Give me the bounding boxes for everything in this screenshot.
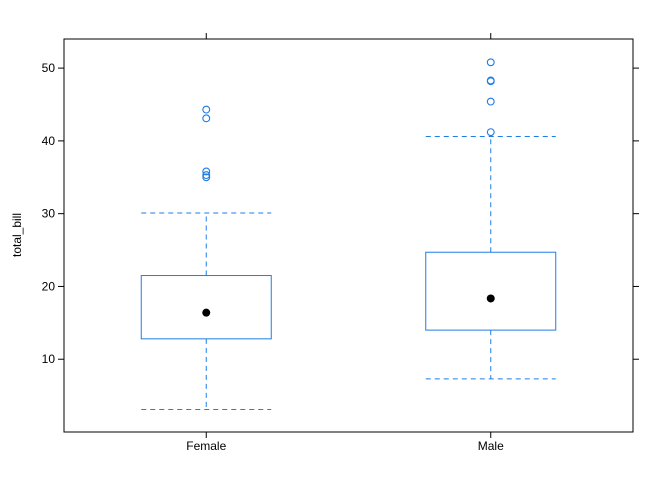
y-axis: 10 20 30 40 50	[42, 61, 639, 366]
outlier-point	[486, 97, 495, 106]
outlier-point	[486, 58, 495, 67]
iqr-box	[425, 251, 557, 331]
y-tick-label: 40	[42, 134, 56, 148]
iqr-box	[140, 275, 272, 340]
x-tick-label: Female	[186, 439, 226, 453]
outlier-point	[486, 76, 495, 85]
boxes-layer	[140, 58, 557, 410]
outlier-point	[202, 173, 211, 182]
outlier-point	[202, 114, 211, 123]
box-female	[140, 105, 272, 410]
x-axis: Female Male	[186, 33, 504, 453]
outlier-point	[202, 167, 211, 176]
outlier-point	[486, 128, 495, 137]
median-dot	[202, 308, 211, 317]
y-axis-label: total_bill	[10, 213, 24, 257]
median-dot	[486, 294, 495, 303]
y-tick-label: 20	[42, 279, 56, 293]
box-male	[425, 58, 557, 380]
y-tick-label: 30	[42, 207, 56, 221]
plot-frame	[63, 38, 634, 433]
y-tick-label: 50	[42, 61, 56, 75]
y-tick-label: 10	[42, 352, 56, 366]
outlier-point	[202, 105, 211, 114]
x-tick-label: Male	[478, 439, 504, 453]
outlier-point	[202, 171, 211, 180]
